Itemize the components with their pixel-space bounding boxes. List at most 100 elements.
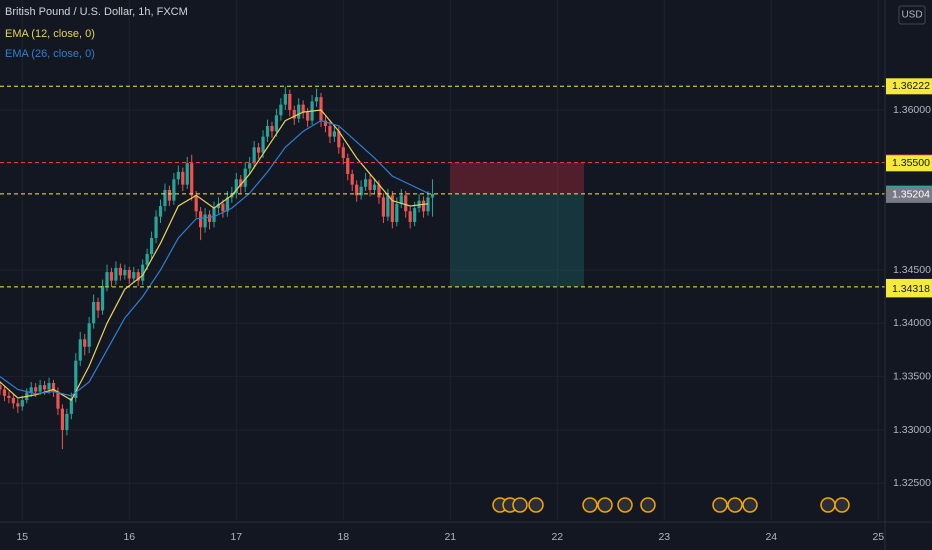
candle-body xyxy=(328,125,332,137)
candle-body xyxy=(265,125,270,137)
candle-body xyxy=(239,179,243,187)
price-badge xyxy=(886,155,932,172)
price-badge xyxy=(886,78,932,95)
candle-body xyxy=(56,391,60,409)
candle-body xyxy=(297,104,301,119)
candle-body xyxy=(190,163,194,196)
candle-body xyxy=(279,104,283,116)
candle-body xyxy=(114,267,118,281)
candle-body xyxy=(359,186,363,196)
candle-body xyxy=(256,147,261,153)
y-tick-label: 1.33000 xyxy=(893,424,931,436)
y-tick-label: 1.34000 xyxy=(893,317,931,329)
x-tick-label: 18 xyxy=(337,531,349,543)
candle-body xyxy=(212,208,216,222)
legend-entry: EMA (12, close, 0) xyxy=(5,28,95,40)
candle-body xyxy=(83,339,87,347)
event-icon xyxy=(742,497,758,513)
candle-body xyxy=(221,203,225,212)
candle-body xyxy=(306,112,310,121)
candle-body xyxy=(274,115,279,132)
candle-body xyxy=(404,195,408,212)
candle-body xyxy=(314,97,319,102)
x-tick-label: 22 xyxy=(551,531,563,543)
candle-body xyxy=(11,397,15,404)
candle-body xyxy=(355,184,359,196)
candle-body xyxy=(118,267,122,276)
candle-body xyxy=(154,216,158,238)
candle-body xyxy=(29,387,33,393)
stop-zone xyxy=(450,162,585,194)
candle-body xyxy=(105,272,109,286)
candle-body xyxy=(172,179,176,201)
candle-body xyxy=(430,194,435,198)
candle-body xyxy=(203,214,207,228)
candle-body xyxy=(216,203,221,209)
price-axis: 1.32500 1.33000 1.33500 1.34000 1.34500 1.355… xyxy=(16,78,932,543)
x-tick-label: 16 xyxy=(123,531,135,543)
candle-body xyxy=(167,189,172,201)
x-tick-label: 21 xyxy=(444,531,456,543)
legend-entry: EMA (26, close, 0) xyxy=(5,48,95,60)
candle-body xyxy=(123,269,127,276)
candle-body xyxy=(399,195,403,204)
plot xyxy=(0,85,885,450)
candle-body xyxy=(323,120,328,126)
y-tick-label: 1.36000 xyxy=(893,104,931,116)
candle-body xyxy=(163,189,167,206)
candle-body xyxy=(341,147,345,158)
candle-body xyxy=(2,389,7,396)
y-tick-label: 1.33500 xyxy=(893,370,931,382)
candle-body xyxy=(337,131,341,148)
x-tick-label: 23 xyxy=(658,531,670,543)
candle-body xyxy=(301,104,305,113)
candle-body xyxy=(74,360,78,398)
candle-body xyxy=(149,237,154,254)
candle-body xyxy=(292,109,296,119)
price-badge-label: 1.36222 xyxy=(892,80,930,92)
price-badge-label: 1.35500 xyxy=(892,157,930,169)
currency-button[interactable] xyxy=(898,5,926,25)
event-icon xyxy=(820,497,836,513)
candle-body xyxy=(350,173,354,185)
candle-body xyxy=(225,197,229,212)
y-tick-label: 1.34500 xyxy=(893,264,931,276)
candle-body xyxy=(199,211,203,228)
candle-body xyxy=(100,285,105,311)
candle-body xyxy=(248,163,252,169)
candle-body xyxy=(136,272,140,281)
event-icon xyxy=(617,497,633,513)
x-tick-label: 25 xyxy=(872,531,884,543)
ema-line xyxy=(0,109,429,401)
candle-body xyxy=(390,195,394,222)
candle-body xyxy=(60,408,65,430)
candle-body xyxy=(319,97,323,121)
candle-body xyxy=(261,136,265,153)
candle-body xyxy=(20,400,24,407)
candle-body xyxy=(368,179,372,190)
candle-body xyxy=(158,205,163,217)
x-tick-label: 17 xyxy=(230,531,242,543)
price-badge-label: 1.34318 xyxy=(892,283,930,295)
candle-body xyxy=(109,272,114,281)
candle-body xyxy=(408,211,412,222)
price-badge xyxy=(886,186,932,203)
candle-body xyxy=(413,208,417,222)
candle-body xyxy=(78,339,82,361)
candle-body xyxy=(69,397,73,414)
candle-body xyxy=(363,179,368,187)
event-icon xyxy=(640,497,656,513)
candle-body xyxy=(16,403,20,407)
candle-body xyxy=(7,395,11,398)
event-icon xyxy=(528,497,544,513)
target-zone xyxy=(450,193,585,287)
candle-body xyxy=(141,264,145,281)
candle-body xyxy=(270,125,274,132)
candle-body xyxy=(346,157,350,174)
candle-body xyxy=(176,171,180,180)
price-badge-label: 1.35204 xyxy=(892,189,930,201)
candle-body xyxy=(381,197,386,217)
currency[interactable]: USD xyxy=(901,10,922,21)
